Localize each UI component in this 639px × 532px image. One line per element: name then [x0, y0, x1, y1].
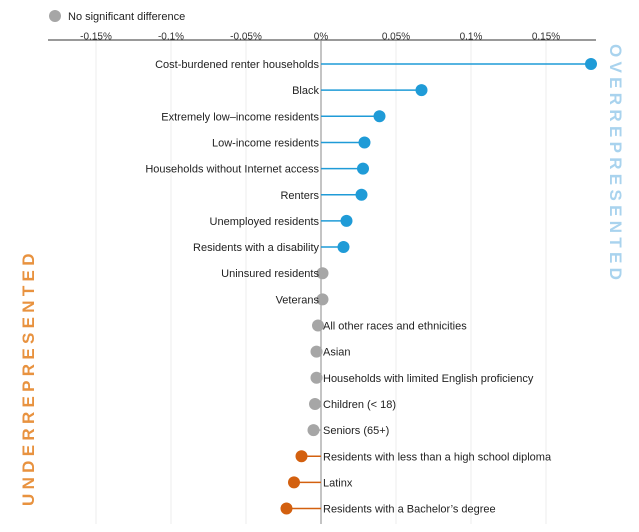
legend-label: No significant difference	[68, 11, 185, 23]
data-point-row: Renters	[280, 188, 368, 202]
lollipop-dot	[340, 214, 353, 227]
x-tick-label: -0.15%	[80, 31, 112, 42]
lollipop-dot	[310, 371, 323, 384]
x-tick-label: 0%	[314, 31, 329, 42]
row-label: Asian	[323, 347, 351, 359]
grid	[95, 40, 547, 524]
lollipop-dot	[373, 110, 386, 123]
row-label: Residents with a Bachelor’s degree	[323, 504, 496, 516]
row-label: Veterans	[276, 294, 320, 306]
row-label: Cost-burdened renter households	[155, 59, 319, 71]
data-point-row: Children (< 18)	[309, 397, 396, 411]
row-label: Extremely low–income residents	[161, 111, 319, 123]
data-point-row: Asian	[310, 345, 351, 359]
data-point-row: All other races and ethnicities	[312, 319, 467, 333]
legend: No significant difference	[49, 10, 185, 23]
data-point-row: Households without Internet access	[145, 162, 369, 176]
x-tick-label: 0.05%	[382, 31, 410, 42]
data-point-row: Seniors (65+)	[307, 424, 389, 437]
x-axis-ticks: -0.15% -0.1% -0.05% 0% 0.05% 0.1% 0.15%	[80, 31, 560, 42]
lollipop-dot	[316, 267, 329, 280]
row-label: Latinx	[323, 477, 353, 489]
row-label: Households without Internet access	[145, 164, 319, 176]
x-tick-label: -0.1%	[158, 31, 184, 42]
lollipop-dot	[316, 293, 329, 306]
row-label: Unemployed residents	[210, 216, 320, 228]
lollipop-dot	[415, 84, 428, 97]
lollipop-dot	[358, 136, 371, 149]
row-label: Children (< 18)	[323, 399, 396, 411]
lollipop-dot	[585, 58, 597, 70]
row-label: All other races and ethnicities	[323, 321, 467, 333]
lollipop-dot	[337, 241, 350, 254]
lollipop-dot	[310, 345, 323, 358]
lollipop-dot	[312, 319, 324, 332]
data-point-row: Residents with less than a high school d…	[295, 450, 552, 463]
lollipop-dot	[309, 397, 321, 410]
data-point-row: Veterans	[276, 293, 329, 306]
lollipop-dot	[280, 502, 293, 515]
lollipop-dot	[288, 476, 300, 489]
row-label: Uninsured residents	[221, 268, 319, 280]
legend-swatch	[49, 10, 61, 22]
data-point-row: Households with limited English proficie…	[310, 371, 534, 385]
row-label: Seniors (65+)	[323, 425, 389, 437]
x-tick-label: 0.1%	[460, 31, 483, 42]
data-point-row: Low-income residents	[212, 136, 371, 149]
row-label: Black	[292, 85, 319, 97]
data-point-row: Cost-burdened renter households	[155, 58, 597, 71]
row-label: Residents with a disability	[193, 242, 319, 254]
data-point-row: Black	[292, 84, 428, 97]
data-point-row: Uninsured residents	[221, 267, 329, 280]
data-point-row: Latinx	[288, 476, 353, 489]
row-label: Low-income residents	[212, 137, 319, 149]
row-label: Renters	[280, 190, 319, 202]
lollipop-dot	[355, 188, 368, 201]
row-label: Residents with less than a high school d…	[323, 451, 552, 463]
lollipop-dot	[295, 450, 308, 463]
data-point-row: Residents with a Bachelor’s degree	[280, 502, 496, 516]
overrepresented-label: OVERREPRESENTED	[606, 44, 625, 284]
lollipop-dot	[357, 162, 369, 175]
data-point-row: Residents with a disability	[193, 241, 350, 254]
underrepresented-label: UNDERREPRESENTED	[19, 249, 38, 506]
x-tick-label: 0.15%	[532, 31, 560, 42]
data-point-row: Unemployed residents	[210, 214, 353, 228]
x-tick-label: -0.05%	[230, 31, 262, 42]
row-label: Households with limited English proficie…	[323, 373, 534, 385]
data-points: Cost-burdened renter households Black Extr…	[145, 58, 597, 516]
lollipop-dot	[307, 424, 320, 437]
data-point-row: Extremely low–income residents	[161, 110, 386, 123]
